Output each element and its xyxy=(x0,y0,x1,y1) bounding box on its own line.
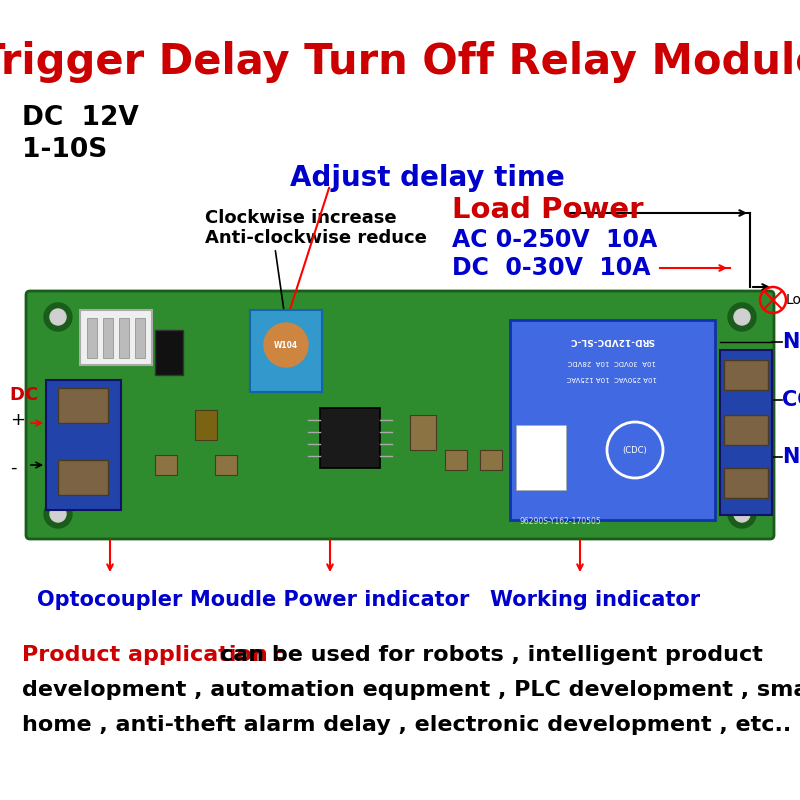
Text: Moudle Power indicator: Moudle Power indicator xyxy=(190,590,470,610)
FancyBboxPatch shape xyxy=(250,310,322,392)
FancyBboxPatch shape xyxy=(720,350,772,515)
FancyBboxPatch shape xyxy=(58,460,108,495)
Circle shape xyxy=(734,506,750,522)
Circle shape xyxy=(44,303,72,331)
Text: Adjust delay time: Adjust delay time xyxy=(290,164,565,192)
Text: Load: Load xyxy=(786,293,800,307)
Text: AC 0-250V  10A: AC 0-250V 10A xyxy=(452,228,658,252)
FancyBboxPatch shape xyxy=(119,318,129,358)
FancyBboxPatch shape xyxy=(215,455,237,475)
Text: DC  0-30V  10A: DC 0-30V 10A xyxy=(452,256,650,280)
Text: COM: COM xyxy=(782,390,800,410)
Text: NO: NO xyxy=(782,447,800,467)
Text: DC 12V: DC 12V xyxy=(10,386,83,404)
Text: Load Power: Load Power xyxy=(452,196,643,224)
FancyBboxPatch shape xyxy=(516,425,566,490)
Text: NC: NC xyxy=(782,332,800,352)
FancyBboxPatch shape xyxy=(724,360,768,390)
Text: DC  12V: DC 12V xyxy=(22,105,138,131)
FancyBboxPatch shape xyxy=(103,318,113,358)
Text: -: - xyxy=(10,459,17,477)
Circle shape xyxy=(734,309,750,325)
Text: SRD-12VDC-SL-C: SRD-12VDC-SL-C xyxy=(570,335,654,345)
Text: 96290S-Y162-170505: 96290S-Y162-170505 xyxy=(519,518,601,526)
Text: Product application :: Product application : xyxy=(22,645,284,665)
FancyBboxPatch shape xyxy=(58,388,108,423)
Circle shape xyxy=(50,506,66,522)
Circle shape xyxy=(264,323,308,367)
Text: Working indicator: Working indicator xyxy=(490,590,700,610)
Text: W104: W104 xyxy=(274,341,298,350)
Text: 1-10S: 1-10S xyxy=(22,137,107,163)
FancyBboxPatch shape xyxy=(724,415,768,445)
FancyBboxPatch shape xyxy=(155,455,177,475)
Circle shape xyxy=(44,500,72,528)
Text: Anti-clockwise reduce: Anti-clockwise reduce xyxy=(205,229,427,247)
FancyBboxPatch shape xyxy=(155,330,183,375)
FancyBboxPatch shape xyxy=(480,450,502,470)
FancyBboxPatch shape xyxy=(445,450,467,470)
Text: Clockwise increase: Clockwise increase xyxy=(205,209,397,227)
FancyBboxPatch shape xyxy=(320,408,380,468)
FancyBboxPatch shape xyxy=(26,291,774,539)
FancyBboxPatch shape xyxy=(510,320,715,520)
Circle shape xyxy=(728,303,756,331)
Text: development , automation equpment , PLC development , smart: development , automation equpment , PLC … xyxy=(22,680,800,700)
FancyBboxPatch shape xyxy=(195,410,217,440)
Text: 10A 250VAC  10A 125VAC: 10A 250VAC 10A 125VAC xyxy=(567,375,657,381)
Text: Trigger Delay Turn Off Relay Module: Trigger Delay Turn Off Relay Module xyxy=(0,41,800,83)
Text: Optocoupler: Optocoupler xyxy=(38,590,182,610)
Text: (CDC): (CDC) xyxy=(622,446,647,454)
FancyBboxPatch shape xyxy=(724,468,768,498)
Text: home , anti-theft alarm delay , electronic development , etc..: home , anti-theft alarm delay , electron… xyxy=(22,715,791,735)
FancyBboxPatch shape xyxy=(410,415,436,450)
Circle shape xyxy=(728,500,756,528)
Text: +: + xyxy=(10,411,25,429)
FancyBboxPatch shape xyxy=(87,318,97,358)
Text: can be used for robots , intelligent product: can be used for robots , intelligent pro… xyxy=(220,645,763,665)
Circle shape xyxy=(50,309,66,325)
FancyBboxPatch shape xyxy=(80,310,152,365)
FancyBboxPatch shape xyxy=(135,318,145,358)
Text: 10A  30VDC  10A  28VDC: 10A 30VDC 10A 28VDC xyxy=(568,359,656,365)
FancyBboxPatch shape xyxy=(46,380,121,510)
